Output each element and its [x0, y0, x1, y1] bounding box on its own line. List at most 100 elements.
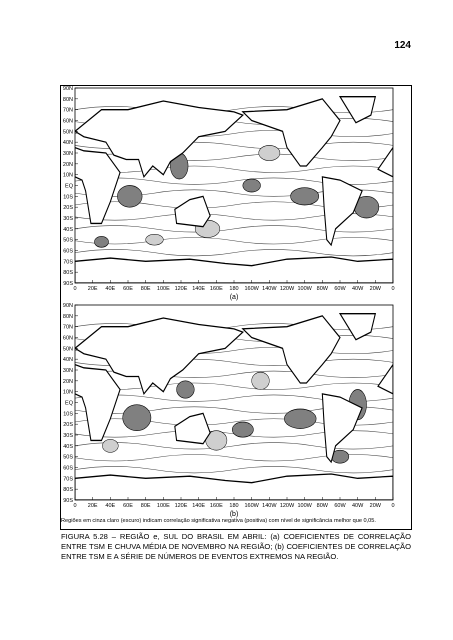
- light-region: [258, 145, 281, 161]
- continent: [321, 393, 363, 464]
- continent: [75, 100, 244, 179]
- continent: [338, 96, 377, 124]
- lat-label: 80N: [63, 97, 73, 103]
- lat-label: EQ: [65, 184, 74, 190]
- lat-label: 10S: [63, 194, 73, 200]
- lon-label: 160W: [244, 286, 259, 292]
- figure-caption: FIGURA 5.28 – REGIÃO e, SUL DO BRASIL EM…: [61, 532, 411, 561]
- continent: [75, 363, 121, 442]
- lon-label: 140E: [192, 503, 205, 509]
- lon-label: 40W: [352, 286, 364, 292]
- lat-label: 80S: [63, 487, 73, 493]
- lat-label: 60S: [63, 249, 73, 255]
- lat-label: 20S: [63, 205, 73, 211]
- continent: [174, 195, 211, 228]
- lon-label: 80W: [317, 503, 329, 509]
- panel-label: (b): [230, 511, 239, 518]
- lon-label: 180: [229, 503, 238, 509]
- lon-label: 60W: [334, 503, 346, 509]
- lat-label: 10S: [63, 411, 73, 417]
- contour: [75, 323, 393, 331]
- continent: [75, 146, 121, 225]
- dark-region: [284, 408, 317, 429]
- lon-label: 0: [73, 286, 76, 292]
- lon-label: 20E: [88, 286, 98, 292]
- lon-label: 60E: [123, 286, 133, 292]
- map: [75, 88, 393, 283]
- lat-label: EQ: [65, 401, 74, 407]
- map: [75, 305, 393, 500]
- contour: [75, 165, 393, 173]
- lat-label: 50S: [63, 238, 73, 244]
- lat-label: 90N: [63, 86, 73, 92]
- lon-label: 140W: [262, 286, 277, 292]
- lat-label: 20N: [63, 379, 73, 385]
- lon-label: 0: [73, 503, 76, 509]
- lat-label: 80S: [63, 270, 73, 276]
- continent: [321, 176, 363, 247]
- lat-label: 40N: [63, 357, 73, 363]
- panel-label: (a): [230, 294, 239, 301]
- lat-label: 70S: [63, 259, 73, 265]
- dark-region: [231, 421, 254, 438]
- lat-label: 40S: [63, 444, 73, 450]
- continent: [377, 146, 393, 178]
- lat-label: 20N: [63, 162, 73, 168]
- lat-label: 40S: [63, 227, 73, 233]
- lat-label: 30N: [63, 368, 73, 374]
- dark-region: [176, 380, 195, 399]
- lat-label: 40N: [63, 140, 73, 146]
- lon-label: 100W: [297, 286, 312, 292]
- lon-label: 40E: [105, 503, 115, 509]
- lon-label: 160E: [210, 503, 223, 509]
- lon-label: 80W: [317, 286, 329, 292]
- lon-label: 160E: [210, 286, 223, 292]
- light-region: [102, 439, 119, 453]
- figure-box: [60, 85, 412, 530]
- lat-label: 50S: [63, 455, 73, 461]
- lat-label: 60N: [63, 336, 73, 342]
- lat-label: 60S: [63, 466, 73, 472]
- lat-label: 10N: [63, 390, 73, 396]
- lat-label: 50N: [63, 346, 73, 352]
- contour: [75, 442, 393, 450]
- light-region: [251, 371, 270, 390]
- contour: [75, 106, 393, 114]
- continent: [75, 256, 393, 283]
- continent: [174, 412, 211, 445]
- lon-label: 180: [229, 286, 238, 292]
- lon-label: 80E: [141, 503, 151, 509]
- lat-label: 30S: [63, 433, 73, 439]
- lon-label: 20W: [370, 503, 382, 509]
- lon-label: 120E: [175, 286, 188, 292]
- continent: [377, 363, 393, 395]
- lat-label: 90N: [63, 303, 73, 309]
- continent: [75, 473, 393, 500]
- lon-label: 100E: [157, 286, 170, 292]
- lon-label: 120E: [175, 503, 188, 509]
- figure-note: Regiões em cinza claro (escuro) indicam …: [61, 518, 376, 524]
- lon-label: 140W: [262, 503, 277, 509]
- lon-label: 100W: [297, 503, 312, 509]
- lat-label: 90S: [63, 498, 73, 504]
- contour: [75, 237, 393, 245]
- lat-label: 60N: [63, 119, 73, 125]
- light-region: [145, 233, 164, 246]
- lat-label: 50N: [63, 129, 73, 135]
- lon-label: 0: [391, 503, 394, 509]
- contour: [75, 249, 393, 257]
- continent: [75, 317, 244, 396]
- lon-label: 100E: [157, 503, 170, 509]
- lat-label: 90S: [63, 281, 73, 287]
- lat-label: 20S: [63, 422, 73, 428]
- contour: [75, 225, 393, 233]
- continent: [241, 98, 341, 167]
- dark-region: [94, 236, 109, 248]
- lat-label: 70N: [63, 108, 73, 114]
- continent: [241, 315, 341, 384]
- dark-region: [290, 187, 320, 206]
- lat-label: 30S: [63, 216, 73, 222]
- lon-label: 120W: [280, 286, 295, 292]
- lon-label: 160W: [244, 503, 259, 509]
